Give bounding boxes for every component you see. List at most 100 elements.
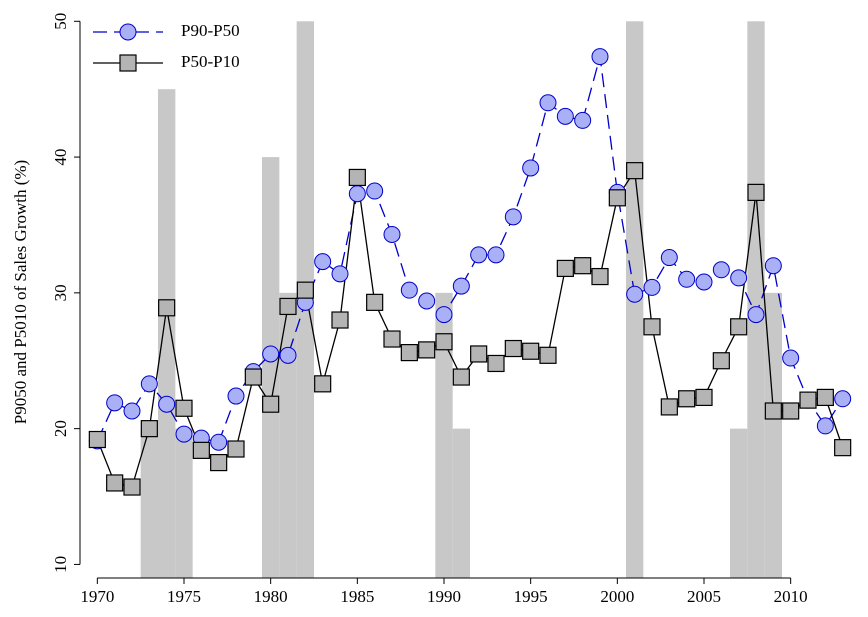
marker	[782, 349, 800, 367]
marker	[487, 246, 505, 264]
marker	[366, 293, 384, 311]
marker	[522, 159, 540, 177]
marker	[782, 402, 800, 420]
x-tick-label: 1970	[80, 587, 114, 606]
shade-bar	[262, 157, 280, 578]
marker	[556, 107, 574, 125]
marker	[591, 48, 609, 66]
x-tick-label: 1990	[427, 587, 461, 606]
y-axis-label: P9050 and P5010 of Sales Growth (%)	[11, 160, 30, 424]
marker	[730, 269, 748, 287]
marker	[678, 270, 696, 288]
shade-bar	[747, 21, 765, 579]
marker	[695, 388, 713, 407]
marker	[660, 398, 678, 416]
marker	[504, 208, 522, 226]
marker	[227, 387, 245, 405]
marker	[712, 261, 730, 279]
marker	[192, 441, 210, 459]
legend-label: P90-P50	[181, 21, 240, 40]
marker	[695, 273, 713, 291]
marker	[175, 425, 193, 443]
marker	[834, 439, 852, 457]
marker	[747, 306, 765, 324]
shade-bar	[730, 428, 748, 578]
marker	[279, 346, 297, 364]
marker	[175, 399, 193, 417]
x-tick-label: 1985	[340, 587, 374, 606]
marker	[383, 330, 401, 348]
legend-marker	[119, 54, 137, 72]
y-tick-label: 50	[51, 13, 70, 30]
y-tick-label: 40	[51, 149, 70, 166]
marker	[106, 394, 124, 412]
marker	[539, 346, 557, 364]
marker	[712, 352, 730, 370]
marker	[626, 285, 644, 303]
marker	[348, 168, 366, 187]
marker	[643, 318, 661, 336]
shade-bar	[158, 89, 176, 578]
x-tick-label: 2010	[774, 587, 808, 606]
y-tick-label: 20	[51, 420, 70, 437]
marker	[556, 259, 574, 278]
marker	[244, 368, 262, 386]
marker	[799, 391, 817, 409]
marker	[730, 318, 748, 336]
marker	[539, 94, 557, 112]
marker	[314, 375, 332, 393]
marker	[470, 345, 488, 363]
marker	[435, 306, 453, 324]
x-tick-label: 1980	[254, 587, 288, 606]
marker	[747, 183, 765, 201]
x-tick-label: 1975	[167, 587, 201, 606]
marker	[331, 311, 349, 329]
marker	[296, 281, 314, 299]
marker	[435, 333, 453, 351]
marker	[106, 474, 124, 492]
marker	[331, 265, 349, 283]
series-line	[96, 56, 844, 443]
marker	[123, 402, 141, 420]
x-tick-label: 2000	[600, 587, 634, 606]
marker	[834, 390, 852, 408]
x-tick-label: 2005	[687, 587, 721, 606]
y-tick-label: 30	[51, 284, 70, 301]
marker	[764, 402, 782, 420]
shade-bar	[175, 428, 193, 578]
legend-marker	[119, 23, 137, 41]
shade-bar	[452, 428, 470, 578]
marker	[88, 430, 106, 449]
marker	[504, 339, 522, 358]
shade-bar	[279, 292, 297, 578]
marker	[210, 453, 228, 472]
shade-bar	[140, 428, 158, 578]
marker	[400, 344, 418, 362]
marker	[262, 395, 280, 413]
marker	[816, 388, 834, 407]
marker	[158, 395, 176, 413]
marker	[400, 281, 418, 299]
marker	[487, 354, 505, 373]
marker	[591, 267, 609, 286]
marker	[643, 278, 661, 296]
legend-label: P50-P10	[181, 52, 240, 71]
marker	[366, 182, 384, 200]
marker	[418, 292, 436, 310]
marker	[452, 277, 470, 295]
marker	[227, 440, 245, 458]
marker	[314, 253, 332, 271]
marker	[470, 246, 488, 264]
marker	[383, 225, 401, 243]
marker	[279, 297, 297, 316]
shade-bar	[435, 292, 453, 578]
marker	[418, 341, 436, 359]
marker	[123, 478, 141, 496]
marker	[210, 433, 228, 451]
marker	[678, 390, 696, 408]
marker	[574, 257, 592, 275]
marker	[140, 420, 158, 438]
marker	[626, 162, 644, 180]
marker	[764, 257, 782, 275]
